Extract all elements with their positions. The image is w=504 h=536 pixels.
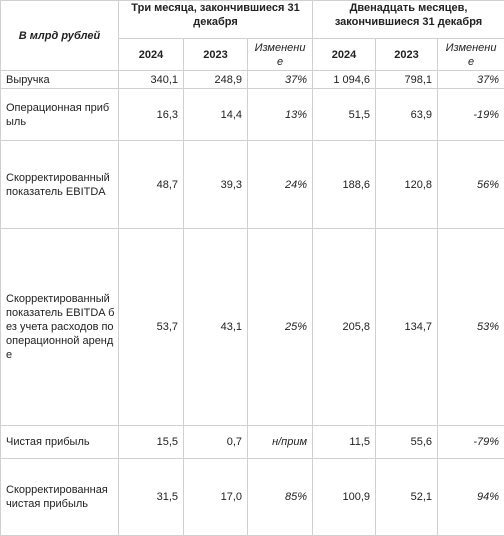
column-header: Изменение bbox=[437, 38, 504, 71]
cell-value: 53,7 bbox=[118, 228, 184, 426]
cell-value: 53% bbox=[437, 228, 504, 426]
table-row: Операционная прибыль 16,3 14,4 13% 51,5 63,9-… bbox=[0, 88, 504, 141]
unit-label: В млрд рублей bbox=[0, 0, 119, 71]
cell-value: 51,5 bbox=[312, 88, 377, 141]
column-header: 2023 bbox=[375, 38, 439, 71]
cell-value: 188,6 bbox=[312, 140, 377, 229]
cell-value: 1 094,6 bbox=[312, 70, 377, 89]
cell-value: 248,9 bbox=[183, 70, 248, 89]
cell-value: 52,1 bbox=[375, 458, 439, 536]
period-text: Три месяца, закончившиеся 31 декабря bbox=[131, 2, 300, 28]
row-label: Выручка bbox=[0, 70, 119, 89]
cell-value: 85% bbox=[246, 458, 314, 536]
cell-value: 205,8 bbox=[312, 228, 377, 426]
table-row: Чистая прибыль 15,5 0,7 н/прим 11,5 55,6 -79% bbox=[0, 425, 504, 459]
cell-value: 43,1 bbox=[183, 228, 248, 426]
table-row: Выручка 340,1 248,9 37% 1 094,6 798,1 37% bbox=[0, 70, 504, 89]
period-header: Три месяца, закончившиеся 31 декабря bbox=[117, 0, 314, 39]
column-header: 2024 bbox=[312, 38, 377, 71]
cell-value: 31,5 bbox=[118, 458, 184, 536]
cell-value: 94% bbox=[437, 458, 504, 536]
column-header: Изменение bbox=[246, 38, 314, 71]
cell-value: 14,4 bbox=[183, 88, 248, 141]
cell-value: 55,6 bbox=[375, 425, 439, 459]
cell-value: 134,7 bbox=[375, 228, 439, 426]
cell-value: 24% bbox=[246, 140, 314, 229]
cell-value: 25% bbox=[246, 228, 314, 426]
cell-value: 17,0 bbox=[183, 458, 248, 536]
row-label: Чистая прибыль bbox=[0, 425, 119, 459]
cell-value: 0,7 bbox=[183, 425, 248, 459]
cell-value: 56% bbox=[437, 140, 504, 229]
period-text: Двенадцать месяцев, закончившиеся 31 дек… bbox=[334, 2, 483, 28]
row-label: Скорректированная чистая прибыль bbox=[0, 458, 119, 536]
cell-value: 11,5 bbox=[312, 425, 377, 459]
cell-value: 340,1 bbox=[118, 70, 184, 89]
cell-value: 37% bbox=[437, 70, 504, 89]
cell-value: -19% bbox=[437, 88, 504, 141]
row-label: Операционная прибыль bbox=[0, 88, 119, 141]
table-row: Скорректированный показатель EBITDA 48,7 3… bbox=[0, 140, 504, 229]
row-label: Скорректированный показатель EBITDA bbox=[0, 140, 119, 229]
cell-value: 120,8 bbox=[375, 140, 439, 229]
table-row: Скорректированная чистая прибыль 31,5 17,0… bbox=[0, 458, 504, 536]
table-row: Скорректированный показатель EBITDA без … bbox=[0, 228, 504, 426]
cell-value: 100,9 bbox=[312, 458, 377, 536]
cell-value: н/прим bbox=[246, 425, 314, 459]
column-header: 2024 bbox=[118, 38, 184, 71]
cell-value: 48,7 bbox=[118, 140, 184, 229]
cell-value: -79% bbox=[437, 425, 504, 459]
cell-value: 13% bbox=[246, 88, 314, 141]
cell-value: 39,3 bbox=[183, 140, 248, 229]
period-header: Двенадцать месяцев, закончившиеся 31 дек… bbox=[312, 0, 504, 39]
cell-value: 798,1 bbox=[375, 70, 439, 89]
cell-value: 63,9 bbox=[375, 88, 439, 141]
cell-value: 16,3 bbox=[118, 88, 184, 141]
cell-value: 37% bbox=[246, 70, 314, 89]
column-header: 2023 bbox=[183, 38, 248, 71]
row-label: Скорректированный показатель EBITDA без … bbox=[0, 228, 119, 426]
cell-value: 15,5 bbox=[118, 425, 184, 459]
